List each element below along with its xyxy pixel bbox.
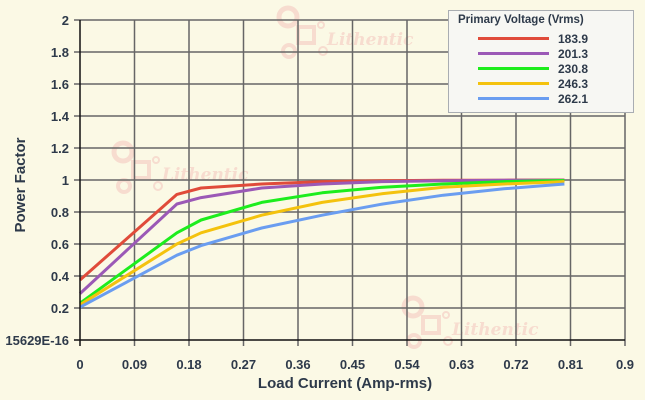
y-tick-label: 0.2 [51,301,69,316]
legend-swatch [478,37,549,40]
y-tick-label: 1.6 [51,77,69,92]
legend-label: 201.3 [558,47,589,61]
legend-swatch [478,82,549,85]
watermark-logo: Lithentic [276,5,414,59]
y-tick-label: 0.8 [51,205,69,220]
y-tick-label: 15629E-16 [5,333,69,348]
legend-swatch [478,97,549,100]
x-axis-title: Load Current (Amp-rms) [258,375,432,392]
y-tick-label: 2 [62,13,69,28]
axes [74,20,625,346]
y-tick-label: 1.2 [51,141,69,156]
legend-label: 246.3 [558,77,589,91]
y-axis-ticks: 15629E-16 0.2 0.4 0.6 0.8 1 1.2 1.4 1.6 1.8 2 [5,13,69,348]
legend-label: 262.1 [558,92,589,106]
series-line-183.9 [79,178,565,282]
watermark-text: Lithentic [326,30,414,50]
y-axis-title: Power Factor [12,137,29,232]
x-tick-label: 0.18 [176,357,201,372]
legend-swatch [478,52,549,55]
watermark-logo: Lithentic [401,295,539,349]
legend-label: 183.9 [558,32,589,46]
data-series [78,178,565,309]
x-tick-label: 0.45 [340,357,365,372]
x-axis-ticks: 0 0.09 0.18 0.27 0.36 0.45 0.54 0.63 0.72 0.81 0.9 [76,357,634,372]
legend-label: 230.8 [558,62,589,76]
series-line-262.1 [79,182,565,309]
legend: Primary Voltage (Vrms) 183.9 201.3 230.8… [448,10,634,113]
y-tick-label: 0.6 [51,237,69,252]
watermark-text: Lithentic [161,165,249,185]
x-tick-label: 0.63 [449,357,474,372]
y-tick-label: 1 [62,173,69,188]
y-tick-label: 1.4 [51,109,70,124]
x-tick-label: 0.36 [285,357,310,372]
watermark-text: Lithentic [451,320,539,340]
x-tick-label: 0.27 [231,357,256,372]
x-tick-label: 0.72 [503,357,528,372]
legend-swatch [478,67,549,70]
x-tick-label: 0.9 [616,357,634,372]
x-tick-label: 0.09 [122,357,147,372]
x-tick-label: 0 [76,357,83,372]
legend-title: Primary Voltage (Vrms) [458,14,584,26]
y-tick-label: 0.4 [51,269,70,284]
x-tick-label: 0.81 [558,357,583,372]
y-tick-label: 1.8 [51,45,69,60]
series-line-246.3 [79,180,565,307]
x-tick-label: 0.54 [394,357,420,372]
series-line-201.3 [78,178,565,295]
series-line-230.8 [79,179,565,305]
